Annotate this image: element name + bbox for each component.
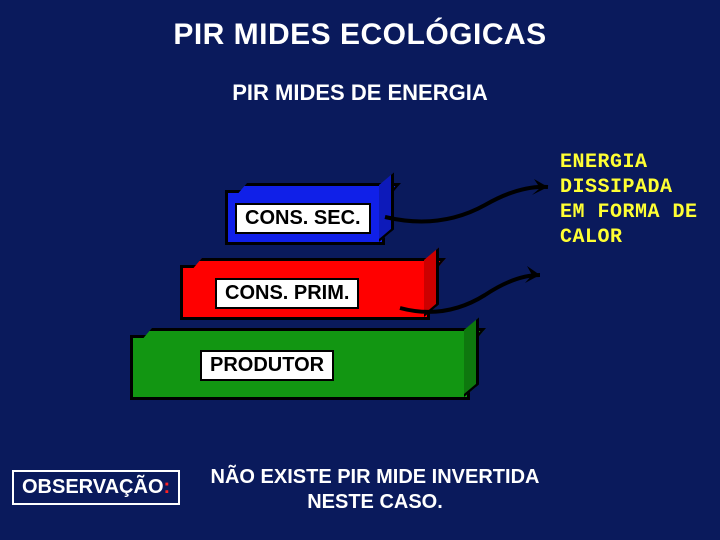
energy-pyramid: PRODUTOR CONS. PRIM. CONS. SEC. — [120, 150, 480, 400]
primary-consumer-label: CONS. PRIM. — [215, 278, 359, 309]
observation-text-line1: NÃO EXISTE PIR MIDE INVERTIDA — [211, 466, 540, 488]
page-title: PIR MIDES ECOLÓGICAS — [0, 18, 720, 52]
observation-colon: : — [164, 476, 171, 498]
page-subtitle: PIR MIDES DE ENERGIA — [0, 80, 720, 106]
observation-label: OBSERVAÇÃO — [22, 476, 164, 498]
observation-text: NÃO EXISTE PIR MIDE INVERTIDA NESTE CASO… — [175, 465, 575, 515]
observation-text-line2: NESTE CASO. — [307, 491, 443, 513]
energy-dissipation-annotation: ENERGIA DISSIPADA EM FORMA DE CALOR — [560, 150, 710, 250]
producer-label: PRODUTOR — [200, 350, 334, 381]
secondary-consumer-label: CONS. SEC. — [235, 203, 371, 234]
observation-label-box: OBSERVAÇÃO: — [12, 470, 180, 505]
